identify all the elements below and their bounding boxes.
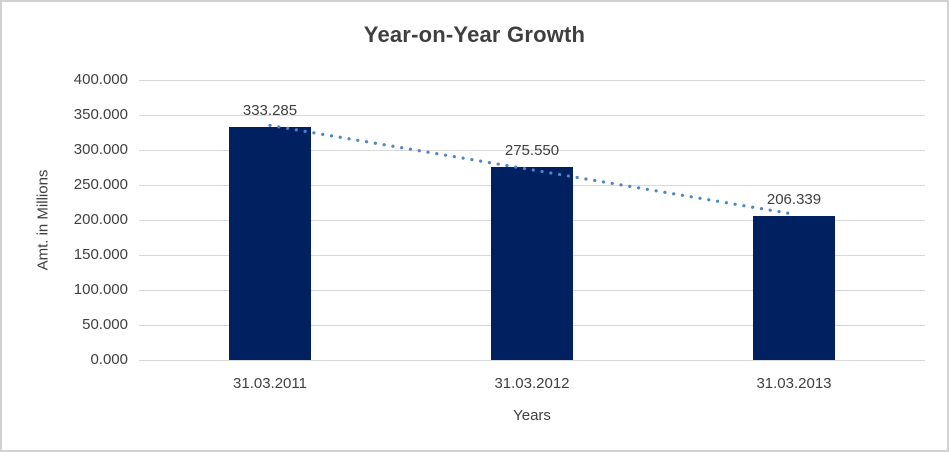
y-axis-title: Amt. in Millions bbox=[34, 169, 52, 271]
y-tick-label: 350.000 bbox=[73, 106, 128, 123]
y-tick-label: 400.000 bbox=[73, 71, 128, 88]
y-tick-label: 300.000 bbox=[73, 141, 128, 158]
y-tick-label: 200.000 bbox=[73, 211, 128, 228]
gridline bbox=[139, 360, 925, 361]
gridline bbox=[139, 115, 925, 116]
bar-value-label: 275.550 bbox=[504, 142, 560, 159]
y-tick-label: 50.000 bbox=[82, 316, 128, 333]
bar-31.03.2011 bbox=[229, 127, 311, 360]
x-tick-label: 31.03.2013 bbox=[756, 375, 832, 392]
y-tick-label: 250.000 bbox=[73, 176, 128, 193]
bar-value-label: 206.339 bbox=[766, 191, 822, 208]
bar-31.03.2013 bbox=[753, 216, 835, 360]
x-tick-label: 31.03.2012 bbox=[494, 375, 570, 392]
y-tick-label: 100.000 bbox=[73, 281, 128, 298]
bar-31.03.2012 bbox=[491, 167, 573, 360]
x-tick-label: 31.03.2011 bbox=[233, 375, 307, 392]
bar-value-label: 333.285 bbox=[242, 102, 298, 119]
y-tick-label: 150.000 bbox=[73, 246, 128, 263]
gridline bbox=[139, 80, 925, 81]
y-tick-label: 0.000 bbox=[90, 351, 128, 368]
chart-title: Year-on-Year Growth bbox=[363, 22, 586, 47]
x-axis-title: Years bbox=[513, 407, 551, 424]
